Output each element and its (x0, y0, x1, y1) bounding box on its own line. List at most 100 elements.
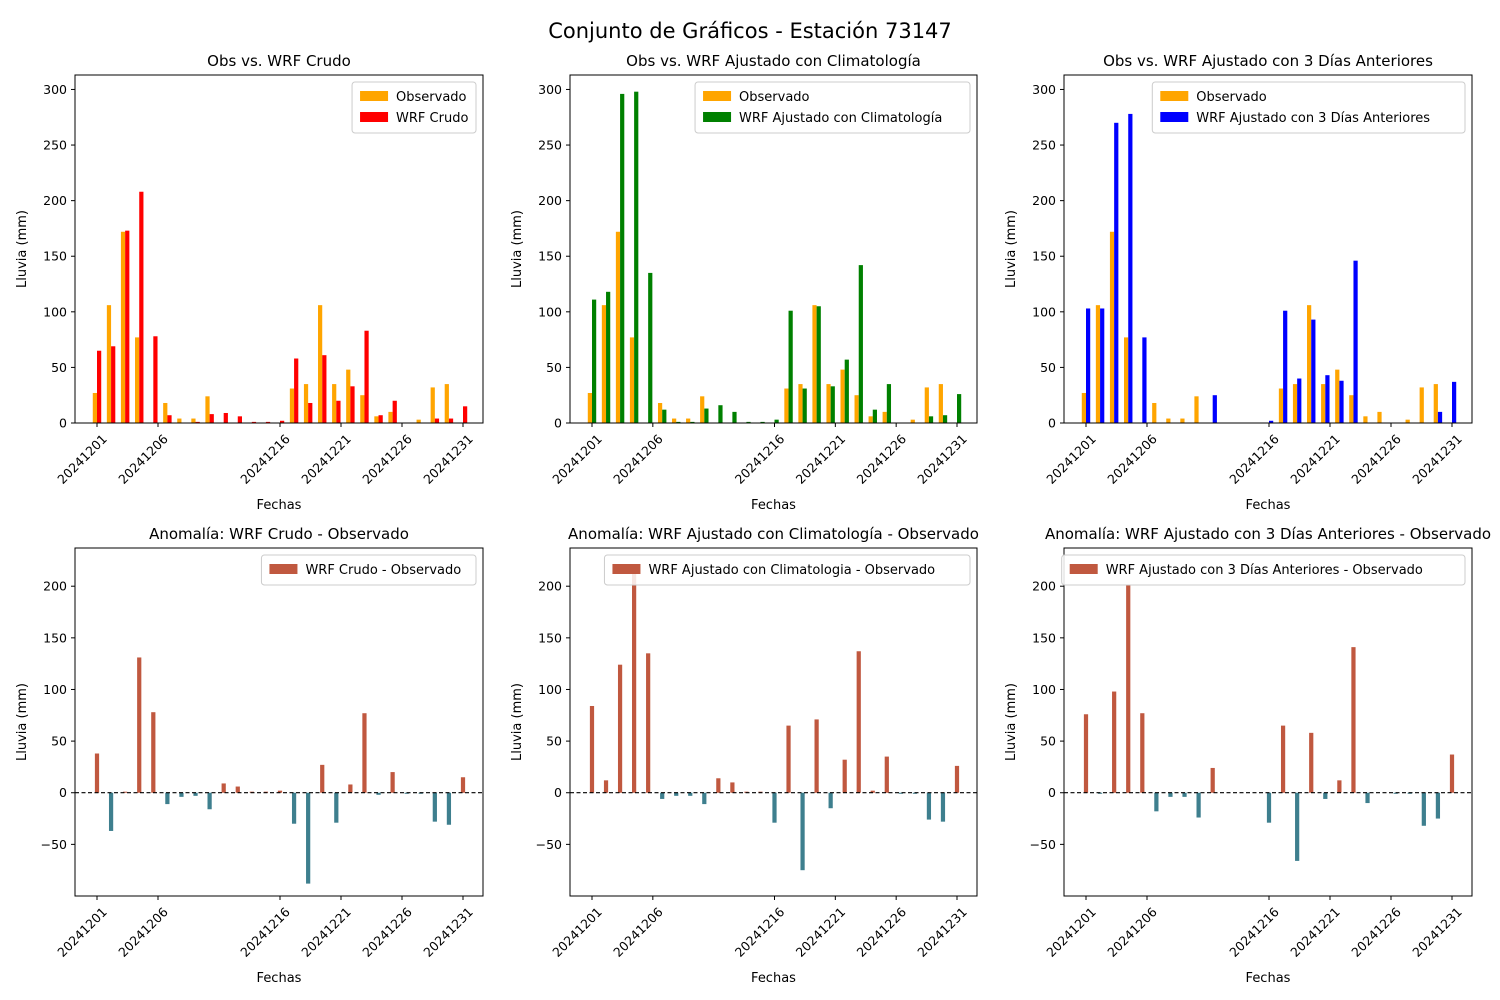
y-axis-label: Lluvia (mm) (1004, 210, 1019, 288)
bar (784, 388, 789, 423)
y-tick-label: −50 (1030, 837, 1056, 852)
bar (223, 412, 228, 423)
bar (1325, 375, 1330, 423)
legend-label: WRF Crudo - Observado (305, 563, 461, 578)
bar (954, 765, 960, 793)
bar (676, 421, 681, 423)
bar (390, 772, 395, 793)
legend-label: WRF Ajustado con Climatologia - Observad… (648, 563, 935, 578)
bar (1081, 392, 1086, 423)
bar (1435, 792, 1441, 819)
bar (1210, 767, 1215, 793)
legend-label: WRF Crudo (396, 111, 468, 126)
bar (1278, 388, 1284, 423)
bars (1083, 585, 1455, 861)
y-tick-label: 0 (1048, 785, 1056, 800)
bar (828, 792, 833, 809)
bar (177, 418, 182, 423)
bar (1297, 378, 1302, 423)
x-tick-label: 20241201 (549, 431, 605, 487)
bar (460, 777, 466, 793)
panels: Obs vs. WRF Crudo 0 50 100 150 200 250 300 20241… (15, 52, 1491, 986)
chart-title: Obs vs. WRF Crudo (207, 52, 351, 70)
bar (1266, 792, 1272, 823)
legend-swatch (1160, 112, 1189, 122)
bar (868, 416, 873, 423)
bar (648, 272, 653, 423)
x-tick-label: 20241201 (1043, 904, 1099, 960)
y-tick-label: 200 (43, 193, 67, 208)
y-tick-label: 100 (1032, 682, 1056, 697)
legend-swatch (269, 564, 298, 574)
x-tick-label: 20241221 (793, 431, 849, 487)
bar (718, 405, 723, 423)
x-tick-label: 20241206 (115, 431, 171, 487)
bar (163, 402, 168, 423)
bar (336, 400, 341, 423)
bar (926, 792, 932, 820)
bar (378, 415, 383, 423)
bar (1421, 792, 1426, 826)
bar (1309, 732, 1314, 793)
bar (1405, 419, 1410, 423)
bar (1449, 754, 1455, 793)
bar (686, 418, 691, 423)
legend-swatch (360, 112, 389, 122)
x-tick-label: 20241216 (732, 904, 788, 960)
bar (1311, 319, 1316, 423)
x-tick-label: 20241206 (1104, 904, 1160, 960)
bar (106, 305, 112, 423)
axes-frame (1063, 547, 1473, 897)
bar (97, 350, 102, 423)
bar (1363, 416, 1368, 423)
bar (898, 792, 903, 794)
x-tick-label: 20241201 (1043, 431, 1099, 487)
legend-swatch (703, 91, 732, 101)
bar (291, 792, 297, 824)
bar (1166, 418, 1171, 423)
bar (672, 418, 677, 423)
legend: Observado WRF Ajustado con 3 Días Anterio… (1151, 81, 1466, 134)
y-tick-label: 200 (43, 579, 67, 594)
bar (277, 790, 283, 793)
bar (924, 387, 929, 423)
bar (842, 759, 847, 793)
bar (702, 792, 707, 805)
y-tick-label: 250 (43, 138, 67, 153)
y-tick-label: 50 (546, 360, 562, 375)
x-tick-label: 20241226 (853, 431, 909, 487)
bar (153, 336, 158, 423)
bar (432, 792, 437, 822)
y-axis-label: Lluvia (mm) (15, 683, 30, 761)
legend-frame (1151, 81, 1466, 134)
bar (1433, 384, 1438, 423)
bar (1295, 792, 1300, 861)
bar (882, 411, 887, 423)
bar (334, 792, 339, 823)
y-tick-label: 50 (546, 734, 562, 749)
axes-frame (74, 547, 484, 897)
chart-panel: Anomalía: WRF Ajustado con Climatología … (510, 525, 979, 986)
bars (587, 91, 962, 424)
x-axis-label: Fechas (257, 971, 302, 986)
legend-frame (603, 554, 971, 586)
y-tick-label: 300 (538, 82, 562, 97)
legend: WRF Ajustado con 3 Días Anteriores - Obs… (1061, 554, 1466, 586)
bar (910, 419, 915, 423)
y-tick-label: 200 (1032, 579, 1056, 594)
y-axis-label: Lluvia (mm) (15, 210, 30, 288)
chart-title: Anomalía: WRF Crudo - Observado (149, 525, 409, 543)
bar (634, 91, 639, 424)
bar (1280, 725, 1286, 793)
bar (872, 409, 877, 423)
x-tick-label: 20241216 (237, 431, 293, 487)
x-tick-label: 20241231 (420, 431, 476, 487)
legend-label: Observado (739, 90, 810, 105)
bar (938, 384, 943, 423)
y-tick-label: 0 (59, 785, 67, 800)
bar (928, 416, 934, 423)
legend-label: WRF Ajustado con 3 Días Anteriores - Obs… (1106, 563, 1423, 578)
bar (376, 792, 381, 795)
bars (92, 191, 468, 423)
bar (94, 753, 100, 793)
